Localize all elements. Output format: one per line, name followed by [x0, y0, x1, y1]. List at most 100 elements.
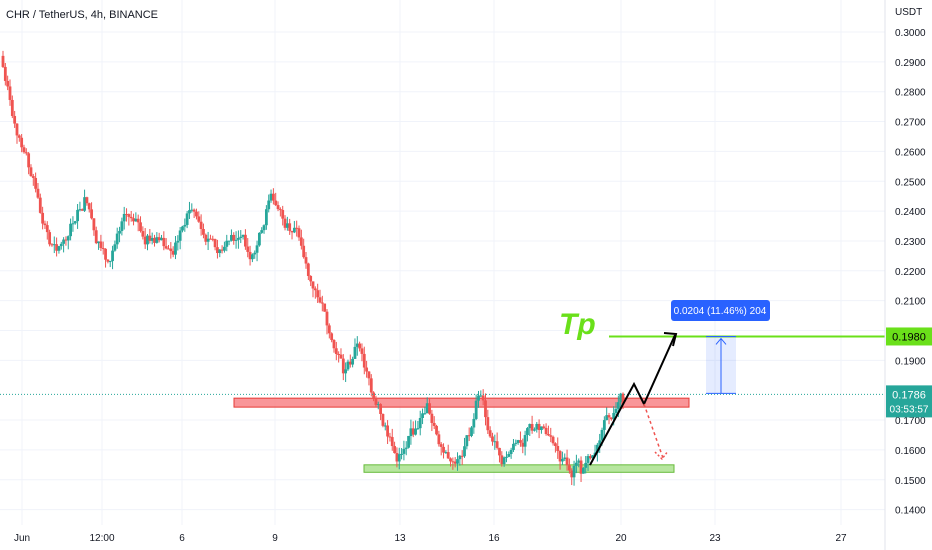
candle-body [17, 135, 21, 138]
candle-body [48, 232, 52, 245]
candle-body [530, 424, 534, 431]
candle-body [29, 167, 33, 177]
measure-tooltip[interactable] [671, 300, 770, 321]
candle-body [313, 288, 317, 291]
candle-body [169, 248, 173, 252]
candle-body [383, 425, 387, 427]
candle-body [372, 392, 376, 398]
candle-body [514, 442, 518, 444]
candle-body [369, 378, 373, 393]
candle-body [36, 188, 40, 198]
candle-body [400, 453, 403, 455]
candle-body [607, 415, 611, 418]
candle-body [561, 458, 564, 462]
candle-body [386, 425, 389, 437]
candle-body [276, 205, 280, 210]
candle-body [554, 443, 557, 446]
resistance-zone[interactable] [233, 397, 690, 408]
candle-body [332, 339, 336, 349]
y-tick-label: 0.1900 [895, 356, 926, 367]
candle-body [160, 237, 163, 241]
candle-body [162, 237, 166, 247]
candle-body [451, 461, 455, 463]
candle-body [360, 348, 364, 354]
candle-body [118, 230, 121, 234]
candle-body [456, 459, 459, 464]
candle-body [565, 457, 569, 466]
currency-label: USDT [895, 7, 922, 18]
y-tick-label: 0.1700 [895, 416, 926, 427]
candle-body [432, 422, 436, 426]
candle-body [311, 281, 315, 289]
candle-body [234, 239, 238, 241]
candle-body [41, 212, 45, 224]
support-zone[interactable] [363, 464, 675, 473]
candle-body [318, 297, 322, 303]
drawings[interactable]: Tp 0.0204 (11.46%) 204 [0, 300, 885, 466]
candle-body [367, 371, 371, 379]
candle-body [143, 236, 147, 245]
x-tick-label: 23 [709, 533, 721, 544]
candle-body [488, 430, 492, 437]
take-profit-label: Tp [559, 308, 596, 341]
candle-body [38, 197, 42, 213]
candle-body [181, 226, 184, 231]
candle-body [190, 209, 194, 211]
candle-body [390, 437, 394, 447]
candle-body [612, 412, 616, 420]
candle-body [325, 311, 329, 326]
candle-body [374, 397, 378, 405]
candle-body [491, 436, 494, 442]
candle-body [355, 343, 359, 347]
candle-body [558, 451, 562, 462]
candle-body [353, 346, 357, 359]
candle-body [505, 456, 508, 458]
current-price-tag[interactable] [886, 385, 932, 418]
projection-path [589, 334, 676, 466]
zones[interactable] [233, 397, 690, 473]
time-axis[interactable]: Jun 12:00 6 9 13 16 20 23 27 [14, 533, 847, 544]
candle-body [411, 428, 415, 435]
candle-body [113, 244, 117, 251]
candle-body [20, 137, 24, 148]
candle-body [155, 237, 159, 243]
candle-body [262, 225, 266, 231]
candle-body [528, 424, 532, 429]
candle-body [99, 241, 103, 249]
price-axis[interactable]: 0.3000 0.2900 0.2800 0.2700 0.2600 0.2500 0.24… [884, 0, 932, 550]
candle-body [595, 444, 599, 453]
candle-body [409, 428, 413, 436]
candle-body [502, 457, 506, 465]
candle-body [500, 455, 504, 465]
candle-body [43, 223, 47, 226]
candle-body [425, 403, 429, 414]
y-tick-label: 0.2600 [895, 147, 926, 158]
candle-body [171, 251, 175, 255]
candle-body [188, 210, 191, 214]
y-tick-label: 0.1600 [895, 446, 926, 457]
candle-body [78, 209, 82, 211]
candle-body [306, 263, 310, 276]
candle-body [139, 222, 142, 232]
candle-body [551, 436, 555, 444]
candle-body [442, 446, 445, 453]
candle-body [542, 426, 546, 428]
candle-body [544, 427, 548, 435]
candle-body [73, 221, 77, 224]
candle-body [176, 240, 180, 243]
candle-body [237, 237, 240, 240]
candle-body [619, 393, 623, 403]
candle-body [125, 213, 128, 215]
candle-body [6, 80, 10, 87]
candle-body [76, 209, 79, 222]
candle-body [330, 333, 334, 340]
candle-body [115, 233, 119, 245]
candle-body [62, 239, 66, 244]
candle-body [31, 176, 35, 178]
candle-body [423, 413, 427, 415]
tp-price-tag[interactable] [886, 327, 932, 346]
candle-body [80, 209, 84, 211]
candle-body [108, 261, 112, 263]
candle-body [213, 239, 217, 248]
